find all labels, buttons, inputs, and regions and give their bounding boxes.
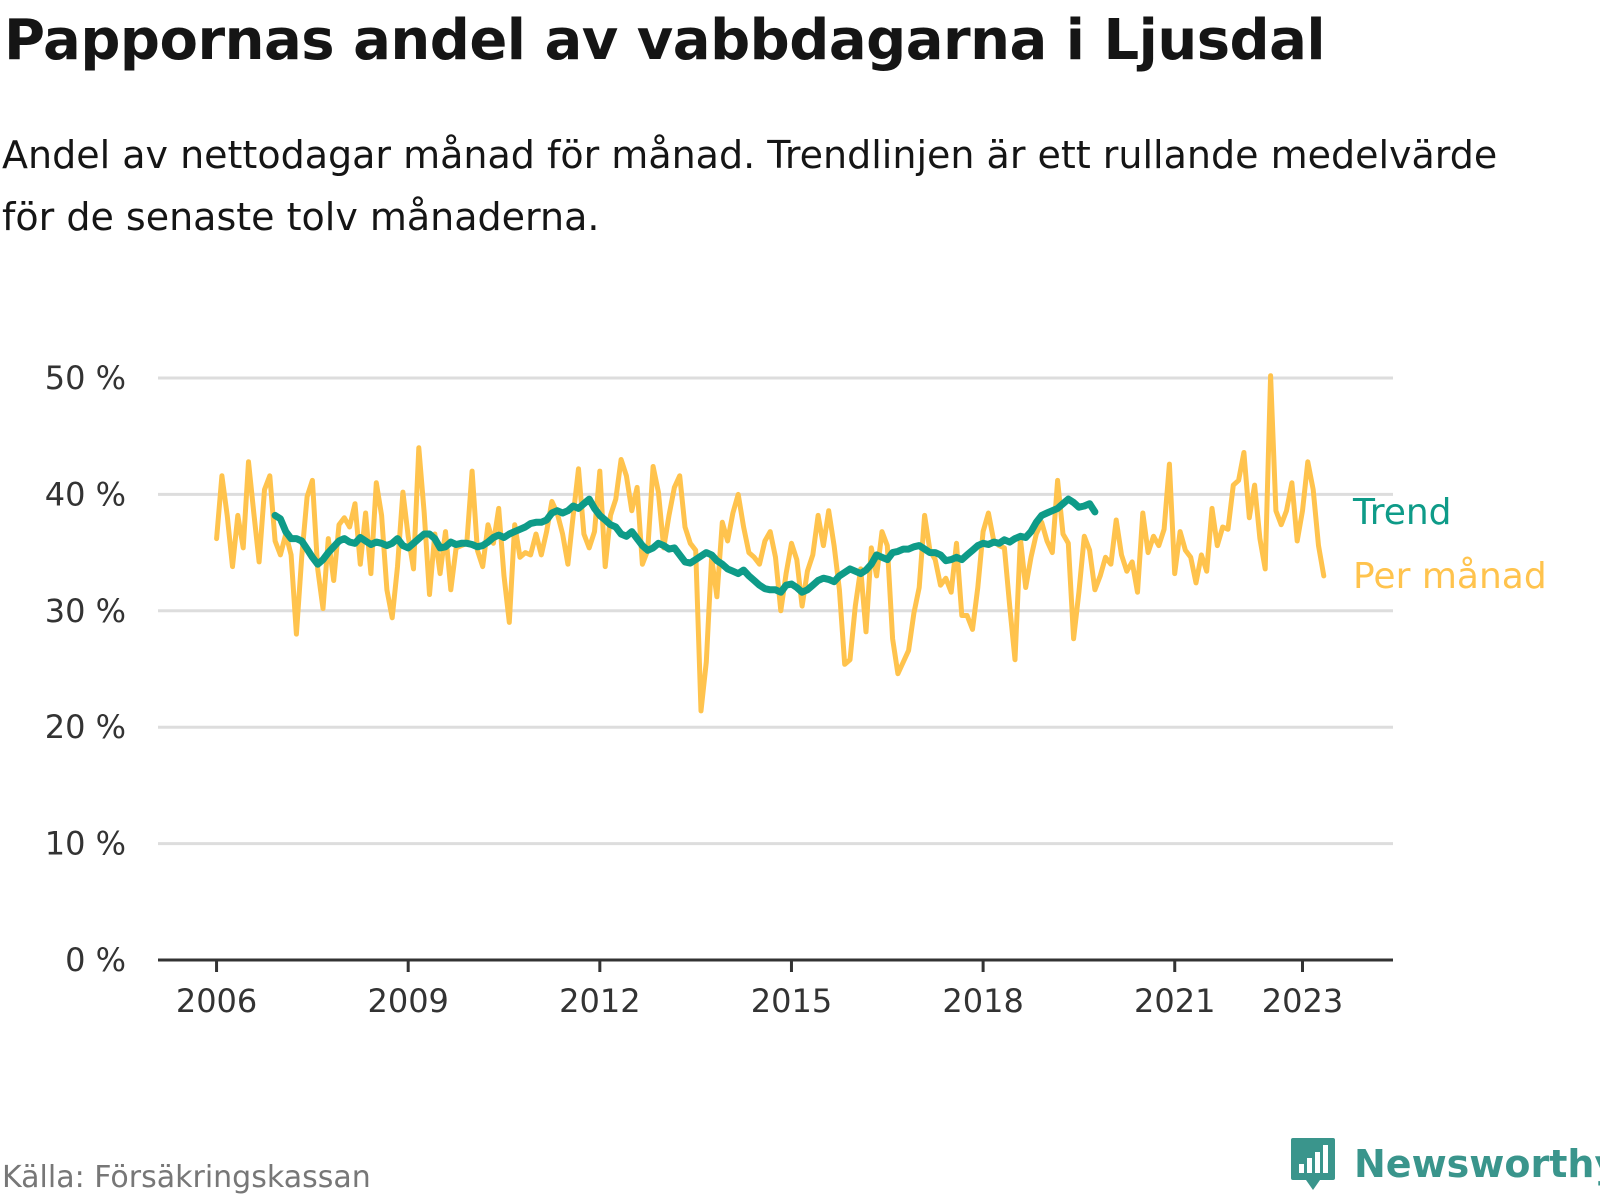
y-tick-label: 0 %	[65, 941, 126, 979]
source-note: Källa: Försäkringskassan	[2, 1160, 371, 1195]
x-tick-label: 2023	[1262, 982, 1343, 1020]
y-tick-label: 50 %	[45, 359, 126, 397]
x-tick-label: 2006	[176, 982, 257, 1020]
line-chart: 0 % 10 % 20 % 30 % 40 % 50 % 2006 2009 2012 2015…	[45, 359, 1547, 1020]
x-tick-label: 2018	[942, 982, 1023, 1020]
bar-chart-speech-bubble-icon	[1291, 1138, 1335, 1190]
chart-subtitle: Andel av nettodagar månad för månad. Tre…	[2, 133, 1498, 239]
y-tick-label: 10 %	[45, 825, 126, 863]
brand-name: Newsworthy	[1354, 1142, 1600, 1186]
x-tick-label: 2015	[751, 982, 832, 1020]
series-label: Trend	[1352, 492, 1452, 533]
y-axis-ticks: 0 % 10 % 20 % 30 % 40 % 50 %	[45, 359, 126, 979]
series-label: Per månad	[1353, 556, 1547, 597]
series-line-per-m-nad	[214, 373, 1327, 714]
x-tick-label: 2021	[1134, 982, 1215, 1020]
y-tick-label: 40 %	[45, 475, 126, 513]
x-axis: 2006 2009 2012 2015 2018 2021 2023	[158, 958, 1393, 1020]
gridlines	[158, 376, 1393, 846]
y-tick-label: 20 %	[45, 708, 126, 746]
y-tick-label: 30 %	[45, 592, 126, 630]
series-labels: Trend Per månad	[1352, 492, 1547, 597]
brand-logo: Newsworthy	[1290, 1136, 1600, 1192]
x-tick-label: 2009	[367, 982, 448, 1020]
series-lines	[214, 373, 1327, 714]
x-tick-label: 2012	[559, 982, 640, 1020]
chart-title: Pappornas andel av vabbdagarna i Ljusdal	[4, 8, 1326, 73]
series-line-trend	[271, 495, 1099, 596]
